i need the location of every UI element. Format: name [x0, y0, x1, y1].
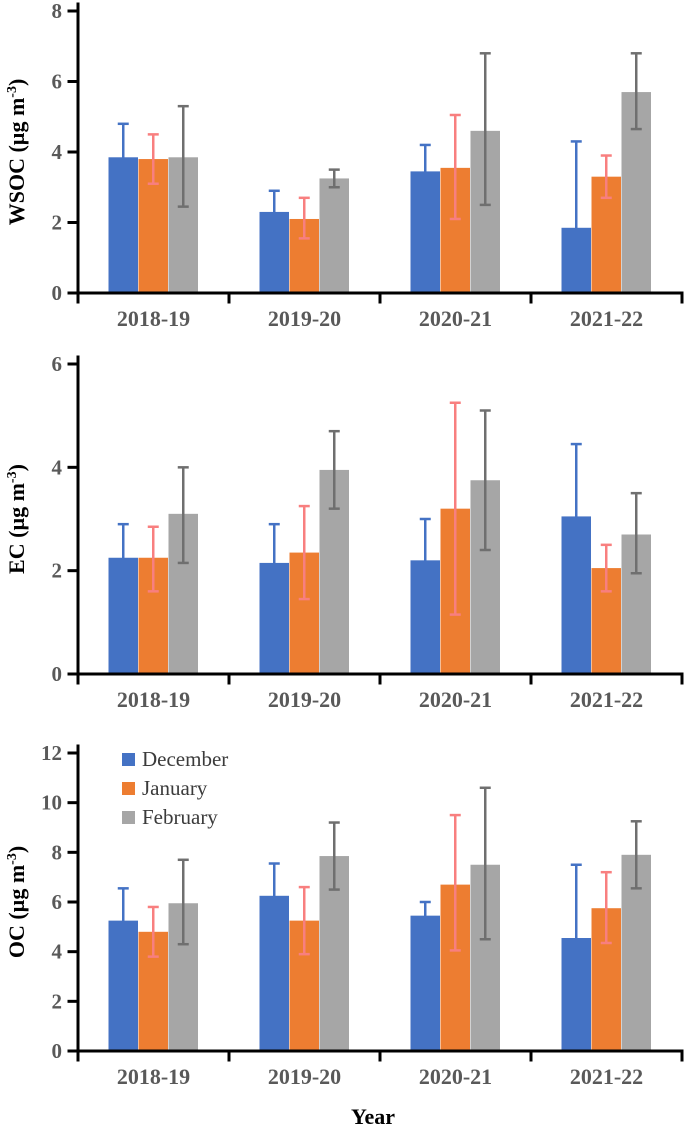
- bar-february-2019-20: [319, 178, 349, 293]
- wsoc-chart: 0 2 4 6 8 2018-19 2019-20 2020-21 2021-22 WSOC (µ…: [4, 0, 684, 331]
- x-category-label: 2021-22: [570, 1064, 643, 1089]
- y-tick-label: 2: [52, 211, 63, 235]
- y-tick-label: 8: [52, 840, 63, 864]
- y-tick-label: 4: [52, 455, 63, 479]
- x-category-label: 2019-20: [268, 1064, 341, 1089]
- x-category-label: 2018-19: [117, 1064, 190, 1089]
- x-category-label: 2021-22: [570, 687, 643, 710]
- y-axis-title: WSOC (µg m-3): [4, 79, 29, 226]
- bars-january: [138, 508, 621, 674]
- y-tick-label: 6: [52, 352, 63, 376]
- y-tick-label: 2: [52, 559, 63, 583]
- legend-label-february: February: [142, 805, 218, 829]
- error-bars-december: [117, 442, 582, 606]
- error-bars-february: [177, 52, 642, 208]
- y-tick-label: 4: [52, 140, 63, 164]
- legend-swatch-december: [122, 753, 135, 766]
- axes: [67, 2, 684, 304]
- legend-swatch-february: [122, 811, 135, 824]
- error-bars-february: [177, 409, 642, 575]
- legend-label-december: December: [142, 747, 228, 771]
- legend-label-january: January: [142, 776, 208, 800]
- x-category-label: 2020-21: [419, 687, 492, 710]
- y-tick-label: 8: [52, 0, 63, 23]
- x-category-labels: 2018-19 2019-20 2020-21 2021-22: [117, 306, 643, 331]
- error-bars-january: [147, 113, 612, 240]
- x-category-labels: 2018-19 2019-20 2020-21 2021-22: [117, 1064, 643, 1089]
- axes: [67, 355, 684, 685]
- x-category-label: 2021-22: [570, 306, 643, 331]
- x-category-label: 2019-20: [268, 687, 341, 710]
- error-bars-december: [117, 862, 582, 1012]
- y-tick-label: 0: [52, 662, 63, 686]
- y-tick-label: 4: [52, 940, 63, 964]
- error-bars-february: [177, 786, 642, 946]
- y-axis-title: OC (µg m-3): [4, 846, 29, 958]
- y-tick-label: 10: [41, 791, 62, 815]
- x-category-label: 2020-21: [419, 1064, 492, 1089]
- x-category-label: 2018-19: [117, 687, 190, 710]
- bar-december-2020-21: [410, 915, 440, 1051]
- axes: [67, 744, 684, 1062]
- error-bars-january: [147, 813, 612, 958]
- x-category-labels: 2018-19 2019-20 2020-21 2021-22: [117, 687, 643, 710]
- legend-swatch-january: [122, 782, 135, 795]
- error-bars-december: [117, 122, 582, 291]
- error-bars-january: [147, 401, 612, 616]
- bars-january: [138, 884, 621, 1051]
- y-tick-label: 0: [52, 1039, 63, 1063]
- oc-chart: 0 2 4 6 8 10 12 2018-19 2019-20 2020-21 2021-22 OC …: [4, 741, 684, 1129]
- y-tick-label: 6: [52, 890, 63, 914]
- y-tick-label: 0: [52, 281, 63, 305]
- y-axis-title: EC (µg m-3): [4, 464, 29, 574]
- x-axis-title: Year: [351, 1104, 395, 1129]
- ec-chart: 0 2 4 6 2018-19 2019-20 2020-21 2021-22 EC (µg m…: [4, 352, 684, 710]
- y-tick-label: 6: [52, 70, 63, 94]
- legend: December January February: [122, 747, 228, 829]
- x-category-label: 2020-21: [419, 306, 492, 331]
- bars-january: [138, 159, 621, 293]
- x-category-label: 2018-19: [117, 306, 190, 331]
- y-tick-labels: 0 2 4 6 8 10 12: [41, 741, 63, 1063]
- y-tick-label: 12: [41, 741, 62, 765]
- y-tick-labels: 0 2 4 6 8: [52, 0, 63, 305]
- y-tick-labels: 0 2 4 6: [52, 352, 63, 686]
- bars-february: [168, 92, 651, 293]
- x-category-label: 2019-20: [268, 306, 341, 331]
- y-tick-label: 2: [52, 989, 63, 1013]
